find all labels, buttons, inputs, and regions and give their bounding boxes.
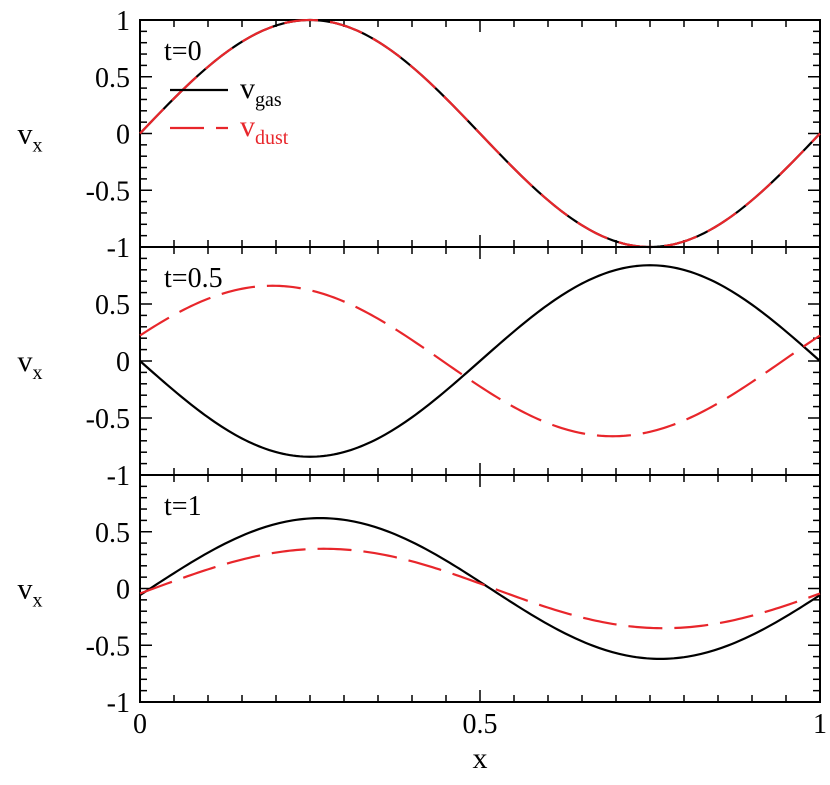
y-tick-label: 0.5 bbox=[95, 290, 130, 321]
y-axis-label: vx bbox=[18, 118, 43, 157]
series-line-2-0 bbox=[139, 517, 821, 660]
y-tick-label: 0.5 bbox=[95, 518, 130, 549]
legend-label-gas: vgas bbox=[240, 72, 282, 111]
panel-label: t=0 bbox=[164, 36, 202, 67]
x-tick-label: 0 bbox=[133, 709, 147, 740]
series-line-2-1 bbox=[139, 547, 821, 630]
y-axis-label: vx bbox=[18, 573, 43, 612]
y-tick-label: -1 bbox=[107, 461, 130, 492]
y-tick-label: 1 bbox=[116, 6, 130, 37]
series-line-1-0 bbox=[139, 264, 821, 458]
panel-label: t=0.5 bbox=[164, 263, 223, 294]
x-tick-label: 1 bbox=[813, 709, 827, 740]
y-tick-label: -0.5 bbox=[86, 176, 130, 207]
y-tick-label: -0.5 bbox=[86, 631, 130, 662]
y-tick-label: 0 bbox=[116, 120, 130, 151]
legend-label-dust: vdust bbox=[240, 110, 289, 149]
y-axis-label: vx bbox=[18, 345, 43, 384]
panel-frame-2 bbox=[139, 474, 821, 703]
y-tick-label: 0.5 bbox=[95, 63, 130, 94]
y-tick-label: 0 bbox=[116, 347, 130, 378]
panel-label: t=1 bbox=[164, 491, 202, 522]
y-tick-label: -1 bbox=[107, 233, 130, 264]
x-axis-label: x bbox=[473, 742, 488, 775]
y-tick-label: -0.5 bbox=[86, 404, 130, 435]
series-line-0-1 bbox=[139, 18, 821, 249]
x-tick-label: 0.5 bbox=[463, 709, 498, 740]
y-tick-label: 0 bbox=[116, 575, 130, 606]
series-line-1-1 bbox=[139, 284, 821, 438]
y-tick-label: -1 bbox=[107, 688, 130, 719]
